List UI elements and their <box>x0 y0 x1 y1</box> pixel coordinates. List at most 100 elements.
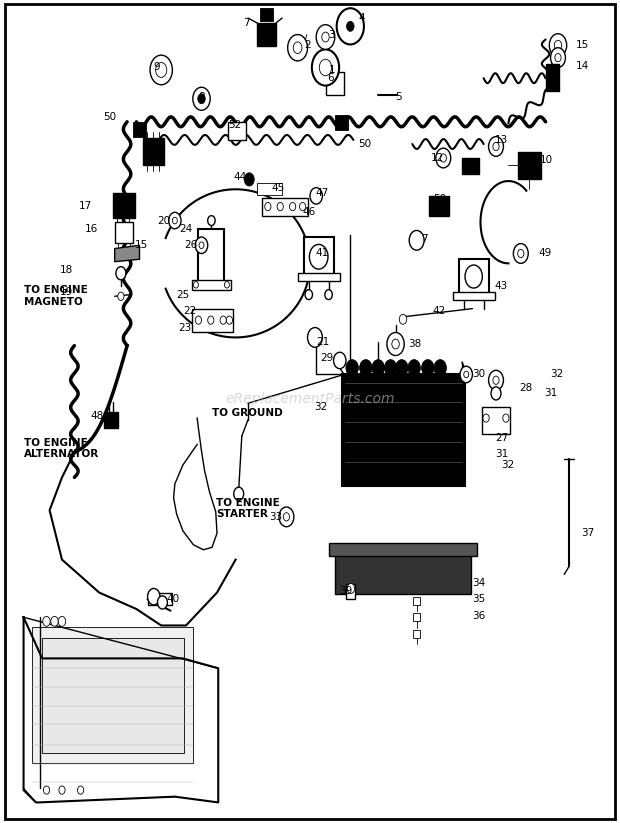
Bar <box>257 183 282 195</box>
Circle shape <box>226 316 232 324</box>
Circle shape <box>310 188 322 204</box>
Circle shape <box>293 42 302 53</box>
Circle shape <box>59 786 65 794</box>
Circle shape <box>319 59 332 76</box>
Text: TO GROUND: TO GROUND <box>212 408 283 418</box>
Text: 49: 49 <box>538 249 551 258</box>
Text: TO ENGINE
STARTER: TO ENGINE STARTER <box>216 498 280 519</box>
Bar <box>42 638 184 753</box>
Text: 17: 17 <box>79 201 92 211</box>
Circle shape <box>493 376 499 384</box>
Bar <box>459 259 489 294</box>
Circle shape <box>347 584 355 593</box>
Circle shape <box>460 366 472 383</box>
Text: 51: 51 <box>153 142 166 151</box>
Text: 27: 27 <box>495 433 508 443</box>
Circle shape <box>208 316 214 324</box>
Circle shape <box>78 786 84 794</box>
Circle shape <box>51 616 58 626</box>
Bar <box>326 72 344 95</box>
Circle shape <box>290 202 296 211</box>
Text: 6: 6 <box>327 73 334 83</box>
Circle shape <box>434 360 446 376</box>
Bar <box>192 309 232 332</box>
Bar <box>192 280 231 290</box>
Circle shape <box>554 40 562 50</box>
Bar <box>115 222 133 243</box>
Circle shape <box>312 49 339 86</box>
Text: 15: 15 <box>135 240 148 250</box>
Bar <box>518 152 541 179</box>
Circle shape <box>169 212 181 229</box>
Circle shape <box>43 786 50 794</box>
Circle shape <box>491 387 501 400</box>
Text: 14: 14 <box>575 61 588 71</box>
Text: 18: 18 <box>60 265 73 275</box>
Circle shape <box>193 87 210 110</box>
Text: 7: 7 <box>244 18 250 28</box>
Bar <box>335 115 348 130</box>
Bar <box>304 237 334 277</box>
Text: 12: 12 <box>431 153 444 163</box>
Text: 25: 25 <box>176 290 189 300</box>
Circle shape <box>308 328 322 347</box>
Bar <box>104 412 118 428</box>
Circle shape <box>384 360 397 376</box>
Circle shape <box>305 290 312 300</box>
Bar <box>32 627 193 763</box>
Circle shape <box>360 360 372 376</box>
Text: 20: 20 <box>157 216 170 226</box>
Text: 38: 38 <box>408 339 421 349</box>
Text: 42: 42 <box>433 306 446 316</box>
Circle shape <box>288 35 308 61</box>
Circle shape <box>347 21 354 31</box>
Circle shape <box>503 414 509 422</box>
Text: 35: 35 <box>472 594 485 604</box>
Circle shape <box>265 202 271 211</box>
Text: 50: 50 <box>259 13 272 23</box>
Bar <box>198 229 224 282</box>
Circle shape <box>279 507 294 527</box>
Text: 48: 48 <box>91 411 104 421</box>
Bar <box>413 630 420 638</box>
Circle shape <box>392 339 399 349</box>
Text: 43: 43 <box>495 281 508 291</box>
Circle shape <box>220 316 226 324</box>
Bar <box>546 64 559 91</box>
Bar <box>260 8 273 21</box>
Circle shape <box>555 53 561 62</box>
Text: 2: 2 <box>304 40 311 50</box>
Text: 8: 8 <box>198 92 205 102</box>
Text: 1: 1 <box>329 65 335 75</box>
Circle shape <box>283 513 290 521</box>
Circle shape <box>277 202 283 211</box>
Circle shape <box>489 137 503 156</box>
Text: 32: 32 <box>551 370 564 379</box>
Text: 33: 33 <box>269 512 282 522</box>
Text: 29: 29 <box>321 353 334 363</box>
Bar <box>413 613 420 621</box>
Text: 31: 31 <box>345 364 358 374</box>
Text: 40: 40 <box>166 594 179 604</box>
Text: 3: 3 <box>329 30 335 40</box>
Circle shape <box>193 281 198 288</box>
Circle shape <box>172 217 177 224</box>
Circle shape <box>346 360 358 376</box>
Circle shape <box>334 352 346 369</box>
Text: 32: 32 <box>314 402 327 412</box>
Circle shape <box>464 371 469 378</box>
Text: 4: 4 <box>358 13 365 23</box>
Circle shape <box>156 63 167 77</box>
Circle shape <box>493 142 499 151</box>
Text: 26: 26 <box>184 240 197 250</box>
Bar <box>413 597 420 605</box>
Text: 11: 11 <box>465 160 478 170</box>
Text: 30: 30 <box>472 370 485 379</box>
Bar <box>298 273 340 281</box>
Circle shape <box>422 360 434 376</box>
Text: TO ENGINE
MAGNETO: TO ENGINE MAGNETO <box>24 286 87 307</box>
Text: 41: 41 <box>315 249 328 258</box>
Text: 45: 45 <box>272 183 285 193</box>
Circle shape <box>518 249 524 258</box>
Bar <box>148 593 172 605</box>
